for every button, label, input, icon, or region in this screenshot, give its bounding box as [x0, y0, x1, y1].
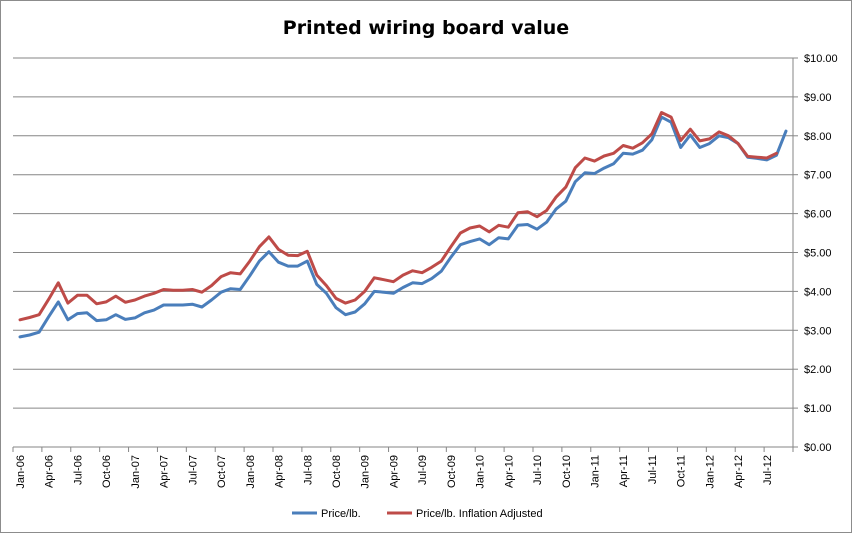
x-tick-label: Jan-06	[15, 455, 27, 489]
x-tick-label: Oct-11	[676, 455, 688, 487]
x-tick-label: Apr-12	[733, 455, 745, 488]
y-axis-tick-labels: $0.00 $1.00 $2.00 $3.00 $4.00 $5.00 $6.00 $7.00…	[804, 53, 838, 454]
x-tick-label: Jul-11	[647, 455, 659, 484]
x-tick-label: Jan-12	[704, 455, 716, 489]
x-tick-label: Jul-06	[72, 455, 84, 485]
x-tick-label: Jul-12	[762, 455, 774, 485]
axes	[12, 58, 794, 452]
x-tick-label: Oct-09	[446, 455, 458, 488]
legend-label: Price/lb.	[321, 508, 361, 520]
x-tick-label: Apr-10	[503, 455, 515, 488]
legend: Price/lb. Price/lb. Inflation Adjusted	[292, 508, 543, 520]
x-tick-label: Oct-06	[101, 455, 113, 488]
y-tick-label: $10.00	[804, 53, 838, 65]
y-tick-label: $0.00	[804, 442, 832, 454]
x-axis-tick-labels: Jan-06 Apr-06 Jul-06 Oct-06 Jan-07 Apr-07 Jul-…	[15, 455, 774, 489]
y-tick-label: $2.00	[804, 364, 832, 376]
y-tick-label: $7.00	[804, 170, 832, 182]
y-tick-label: $4.00	[804, 286, 832, 298]
x-tick-label: Jul-10	[532, 455, 544, 485]
x-tick-label: Oct-08	[331, 455, 343, 488]
y-tick-label: $3.00	[804, 325, 832, 337]
x-tick-label: Jan-09	[360, 455, 372, 489]
y-tick-label: $5.00	[804, 248, 832, 260]
x-tick-label: Jan-10	[475, 455, 487, 489]
x-tick-label: Oct-10	[561, 455, 573, 488]
x-tick-label: Apr-08	[274, 455, 286, 488]
x-tick-label: Apr-06	[44, 455, 56, 488]
x-tick-label: Jul-07	[187, 455, 199, 485]
chart-title: Printed wiring board value	[283, 17, 569, 39]
x-tick-label: Jul-09	[417, 455, 429, 485]
gridlines	[13, 57, 798, 448]
series-line	[18, 115, 788, 339]
y-tick-label: $1.00	[804, 403, 832, 415]
x-tick-label: Apr-11	[618, 455, 630, 487]
y-tick-label: $8.00	[804, 131, 832, 143]
legend-label: Price/lb. Inflation Adjusted	[416, 508, 543, 520]
series-lines	[18, 111, 788, 339]
x-tick-label: Jan-07	[130, 455, 142, 489]
x-tick-label: Jul-08	[302, 455, 314, 485]
x-tick-label: Apr-09	[388, 455, 400, 488]
x-tick-label: Jan-11	[590, 455, 602, 488]
y-tick-label: $6.00	[804, 209, 832, 221]
x-tick-label: Apr-07	[159, 455, 171, 488]
series-line	[18, 111, 778, 322]
x-tick-label: Jan-08	[245, 455, 257, 489]
y-tick-label: $9.00	[804, 92, 832, 104]
x-tick-label: Oct-07	[216, 455, 228, 488]
